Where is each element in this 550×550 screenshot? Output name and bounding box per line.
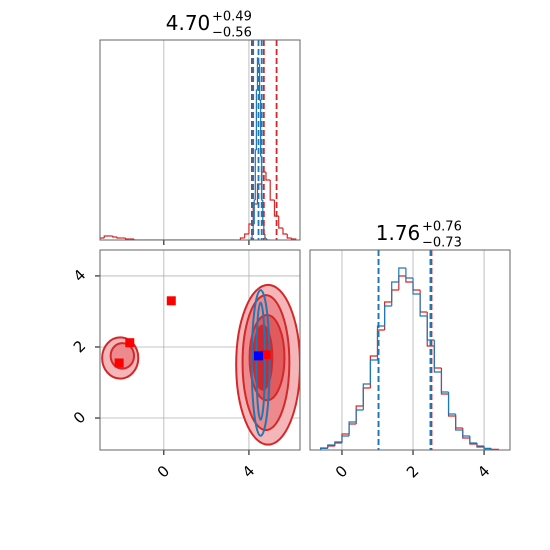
plot-area — [100, 40, 297, 240]
histogram-step — [239, 237, 245, 240]
histogram-step — [327, 444, 335, 449]
x-tick-label: 0 — [332, 462, 351, 481]
panel-title: 1.76 — [376, 221, 421, 245]
axes-frame — [309, 249, 511, 451]
histogram-step — [455, 416, 463, 429]
x-tick-label: 4 — [239, 462, 258, 481]
histogram-step — [369, 355, 378, 388]
marker — [261, 350, 271, 360]
histogram-step — [433, 340, 442, 373]
panel: 0 4 0 2 4 — [70, 249, 301, 481]
histogram-step — [256, 183, 262, 204]
plot-area — [100, 250, 300, 450]
histogram-step — [265, 238, 268, 240]
histogram-step — [384, 305, 392, 326]
histogram-step — [341, 435, 350, 443]
histogram-step — [433, 346, 442, 369]
histogram-step — [254, 149, 257, 200]
histogram-step — [244, 233, 249, 238]
x-tick-label: 4 — [474, 462, 493, 481]
y-tick-label: 4 — [70, 266, 89, 285]
histogram-step — [376, 325, 385, 360]
histogram-step — [412, 282, 421, 291]
panel: 4.70 +0.49−0.56 — [99, 10, 301, 245]
histogram-step — [348, 423, 357, 434]
histogram-step — [440, 368, 449, 395]
x-tick-label: 2 — [403, 462, 422, 481]
histogram-step — [391, 289, 399, 302]
histogram-step — [362, 383, 371, 410]
axes-frame — [99, 39, 301, 241]
marker — [254, 351, 264, 361]
histogram-step — [398, 275, 406, 290]
histogram-step — [447, 394, 456, 417]
contour — [250, 289, 271, 437]
histogram-step — [419, 294, 428, 317]
axes-frame — [99, 249, 301, 451]
histogram-step — [348, 421, 357, 436]
histogram-step — [258, 64, 261, 101]
histogram-step — [419, 290, 428, 313]
histogram-step — [112, 236, 118, 238]
histogram-step — [455, 414, 463, 431]
histogram-step — [355, 405, 364, 424]
histogram-step — [398, 267, 406, 282]
panel: 0 2 4 1.76 +0.76−0.73 — [309, 220, 511, 481]
histogram-step — [440, 372, 449, 393]
histogram-step — [103, 235, 109, 238]
marker — [166, 296, 176, 306]
histogram-step — [405, 276, 414, 283]
histogram-step — [412, 278, 421, 295]
title-value: 4.70 — [166, 11, 211, 35]
title-lower: −0.73 — [422, 236, 462, 251]
y-tick-label: 2 — [70, 337, 89, 356]
histogram-step — [362, 387, 371, 406]
histogram-step — [264, 234, 266, 239]
histogram-step — [341, 433, 350, 442]
histogram-step — [278, 216, 283, 229]
histogram-step — [100, 237, 105, 240]
title-value: 1.76 — [376, 221, 421, 245]
panel-title: 4.70 — [166, 11, 211, 35]
histogram-step — [269, 180, 275, 201]
histogram-step — [286, 234, 292, 239]
title-lower: −0.56 — [212, 26, 252, 41]
title-upper: +0.76 — [422, 220, 462, 235]
histogram-step — [483, 446, 492, 449]
histogram-step — [266, 239, 269, 240]
title-upper: +0.49 — [212, 10, 252, 25]
marker — [125, 338, 135, 348]
contour — [255, 301, 266, 421]
histogram-step — [469, 436, 477, 444]
y-tick-label: 0 — [70, 408, 89, 427]
histogram-step — [355, 409, 364, 422]
histogram-step — [476, 443, 485, 447]
plot-area — [320, 250, 499, 450]
histogram-step — [133, 239, 139, 240]
histogram-step — [124, 238, 130, 240]
histogram-step — [334, 442, 342, 445]
histogram-step — [265, 172, 271, 181]
histogram-step — [282, 228, 288, 235]
histogram-step — [405, 268, 414, 279]
marker — [114, 358, 124, 368]
histogram-step — [462, 430, 470, 437]
histogram-step — [320, 447, 328, 450]
histogram-step — [369, 359, 378, 384]
histogram-step — [116, 237, 122, 239]
histogram-step — [327, 445, 335, 448]
histogram-step — [255, 89, 258, 150]
histogram-step — [447, 392, 456, 415]
x-tick-label: 0 — [154, 462, 173, 481]
histogram-step — [391, 281, 399, 306]
